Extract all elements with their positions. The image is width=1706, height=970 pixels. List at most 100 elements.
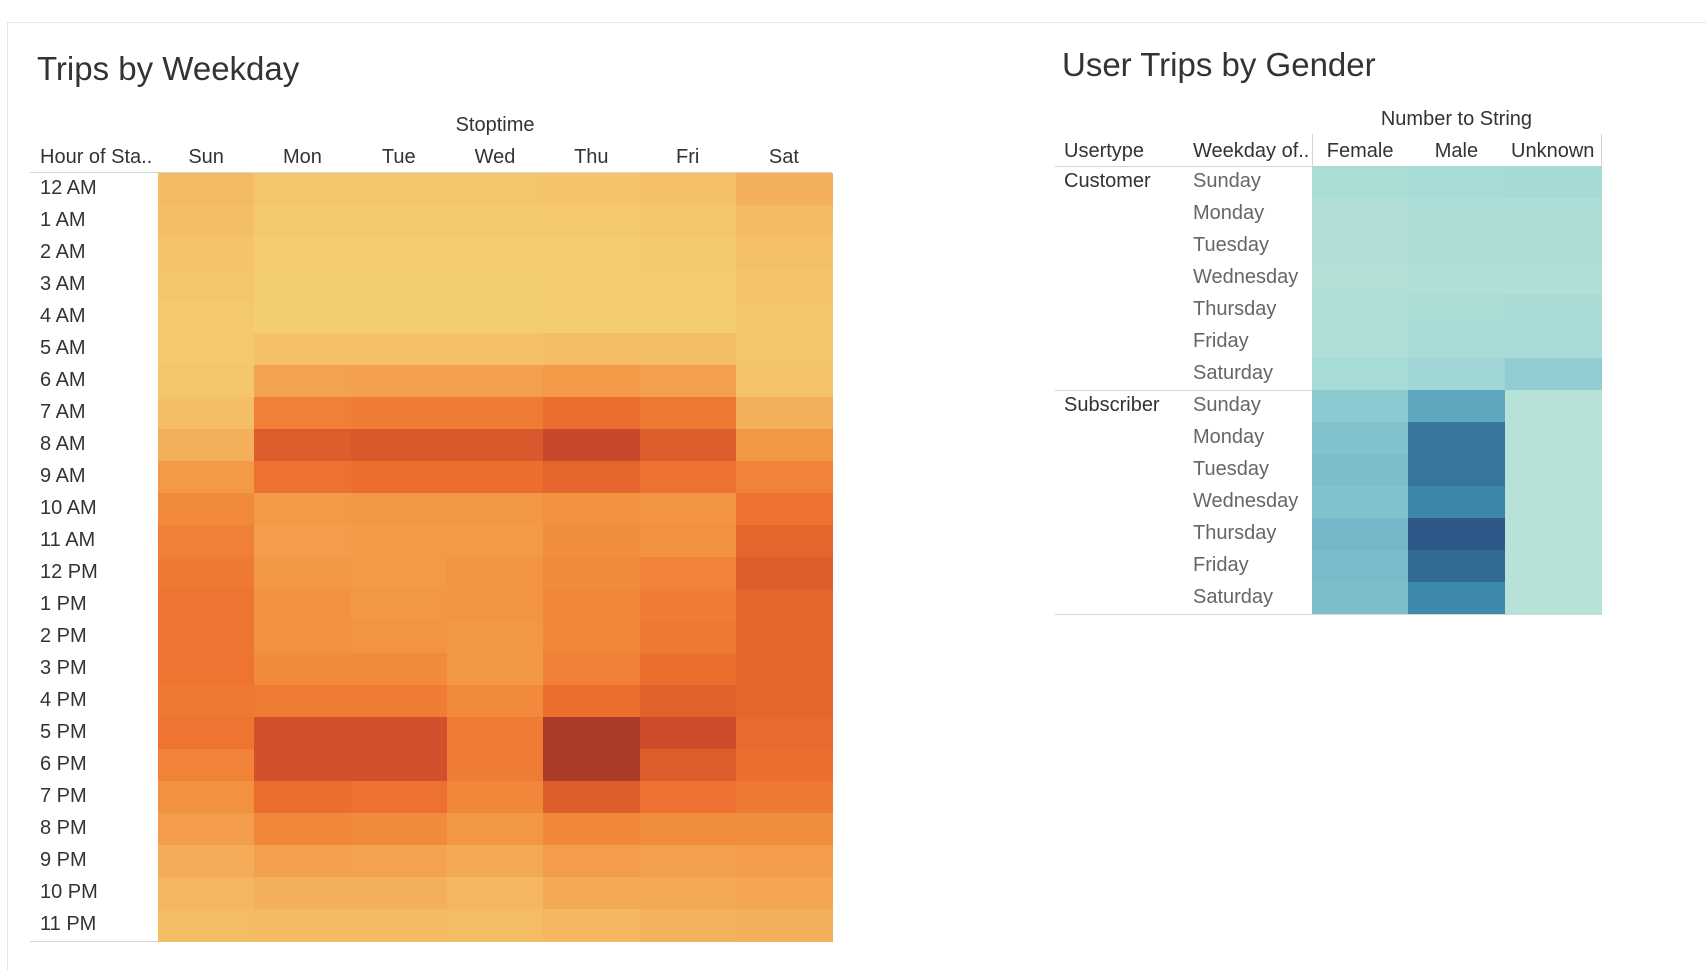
heatmap-cell[interactable] <box>639 717 737 750</box>
heatmap-cell[interactable] <box>543 205 641 238</box>
heatmap-cell[interactable] <box>735 813 834 846</box>
heatmap-cell[interactable] <box>254 365 352 398</box>
heatmap-cell[interactable] <box>1408 422 1506 455</box>
heatmap-cell[interactable] <box>350 813 449 846</box>
heatmap-cell[interactable] <box>254 525 352 558</box>
heatmap-cell[interactable] <box>543 397 641 430</box>
heatmap-cell[interactable] <box>254 813 352 846</box>
heatmap-cell[interactable] <box>1504 262 1603 295</box>
heatmap-cell[interactable] <box>735 653 834 686</box>
heatmap-cell[interactable] <box>350 397 449 430</box>
heatmap-cell[interactable] <box>446 397 545 430</box>
heatmap-cell[interactable] <box>543 173 641 206</box>
heatmap-cell[interactable] <box>1312 230 1410 263</box>
heatmap-cell[interactable] <box>735 429 834 462</box>
heatmap-cell[interactable] <box>1504 294 1603 327</box>
heatmap-cell[interactable] <box>446 429 545 462</box>
heatmap-cell[interactable] <box>1408 166 1506 199</box>
heatmap-cell[interactable] <box>446 909 545 942</box>
heatmap-cell[interactable] <box>350 205 449 238</box>
heatmap-cell[interactable] <box>639 301 737 334</box>
heatmap-cell[interactable] <box>350 717 449 750</box>
heatmap-cell[interactable] <box>1312 422 1410 455</box>
heatmap-cell[interactable] <box>735 621 834 654</box>
heatmap-cell[interactable] <box>735 525 834 558</box>
heatmap-cell[interactable] <box>543 621 641 654</box>
heatmap-cell[interactable] <box>1408 550 1506 583</box>
heatmap-cell[interactable] <box>639 397 737 430</box>
heatmap-cell[interactable] <box>543 525 641 558</box>
heatmap-cell[interactable] <box>639 813 737 846</box>
heatmap-cell[interactable] <box>543 877 641 910</box>
heatmap-cell[interactable] <box>543 269 641 302</box>
heatmap-cell[interactable] <box>1312 550 1410 583</box>
heatmap-cell[interactable] <box>446 781 545 814</box>
heatmap-cell[interactable] <box>350 781 449 814</box>
heatmap-cell[interactable] <box>446 621 545 654</box>
heatmap-cell[interactable] <box>158 621 256 654</box>
heatmap-cell[interactable] <box>543 845 641 878</box>
heatmap-cell[interactable] <box>735 877 834 910</box>
heatmap-cell[interactable] <box>350 365 449 398</box>
heatmap-cell[interactable] <box>543 365 641 398</box>
heatmap-cell[interactable] <box>543 813 641 846</box>
heatmap-cell[interactable] <box>1408 198 1506 231</box>
heatmap-cell[interactable] <box>543 589 641 622</box>
heatmap-cell[interactable] <box>446 301 545 334</box>
heatmap-cell[interactable] <box>350 877 449 910</box>
heatmap-cell[interactable] <box>446 173 545 206</box>
heatmap-cell[interactable] <box>446 877 545 910</box>
heatmap-cell[interactable] <box>735 781 834 814</box>
heatmap-cell[interactable] <box>254 237 352 270</box>
heatmap-cell[interactable] <box>254 205 352 238</box>
heatmap-cell[interactable] <box>1312 486 1410 519</box>
heatmap-cell[interactable] <box>1504 358 1603 391</box>
heatmap-cell[interactable] <box>1312 294 1410 327</box>
heatmap-cell[interactable] <box>350 589 449 622</box>
heatmap-cell[interactable] <box>158 397 256 430</box>
heatmap-cell[interactable] <box>350 269 449 302</box>
heatmap-cell[interactable] <box>158 845 256 878</box>
heatmap-cell[interactable] <box>543 429 641 462</box>
heatmap-cell[interactable] <box>735 493 834 526</box>
heatmap-cell[interactable] <box>1408 390 1506 423</box>
heatmap-cell[interactable] <box>543 781 641 814</box>
heatmap-cell[interactable] <box>254 173 352 206</box>
heatmap-cell[interactable] <box>1504 582 1603 615</box>
heatmap-cell[interactable] <box>1408 454 1506 487</box>
heatmap-cell[interactable] <box>1312 390 1410 423</box>
heatmap-cell[interactable] <box>1312 166 1410 199</box>
heatmap-cell[interactable] <box>1312 262 1410 295</box>
heatmap-cell[interactable] <box>158 813 256 846</box>
heatmap-cell[interactable] <box>1408 230 1506 263</box>
heatmap-cell[interactable] <box>735 749 834 782</box>
heatmap-cell[interactable] <box>446 685 545 718</box>
heatmap-cell[interactable] <box>254 781 352 814</box>
heatmap-cell[interactable] <box>543 301 641 334</box>
heatmap-cell[interactable] <box>1408 294 1506 327</box>
heatmap-cell[interactable] <box>1504 326 1603 359</box>
heatmap-cell[interactable] <box>158 237 256 270</box>
heatmap-cell[interactable] <box>1504 422 1603 455</box>
heatmap-cell[interactable] <box>639 653 737 686</box>
heatmap-cell[interactable] <box>735 717 834 750</box>
heatmap-cell[interactable] <box>639 749 737 782</box>
heatmap-cell[interactable] <box>639 237 737 270</box>
heatmap-cell[interactable] <box>639 781 737 814</box>
heatmap-cell[interactable] <box>735 333 834 366</box>
heatmap-cell[interactable] <box>446 205 545 238</box>
heatmap-cell[interactable] <box>254 845 352 878</box>
heatmap-cell[interactable] <box>446 525 545 558</box>
heatmap-cell[interactable] <box>735 237 834 270</box>
heatmap-cell[interactable] <box>639 877 737 910</box>
heatmap-cell[interactable] <box>735 685 834 718</box>
heatmap-cell[interactable] <box>543 333 641 366</box>
heatmap-cell[interactable] <box>158 333 256 366</box>
heatmap-cell[interactable] <box>543 685 641 718</box>
heatmap-cell[interactable] <box>158 525 256 558</box>
heatmap-cell[interactable] <box>1408 582 1506 615</box>
heatmap-cell[interactable] <box>1504 198 1603 231</box>
heatmap-cell[interactable] <box>735 269 834 302</box>
heatmap-cell[interactable] <box>254 397 352 430</box>
heatmap-cell[interactable] <box>639 269 737 302</box>
